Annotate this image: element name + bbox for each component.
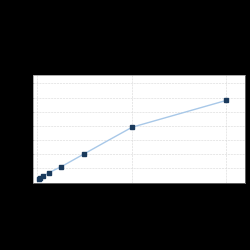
X-axis label: Human Eomesodermin
Concentration (ng/ml): Human Eomesodermin Concentration (ng/ml) xyxy=(103,194,175,205)
Y-axis label: OD: OD xyxy=(10,124,16,134)
